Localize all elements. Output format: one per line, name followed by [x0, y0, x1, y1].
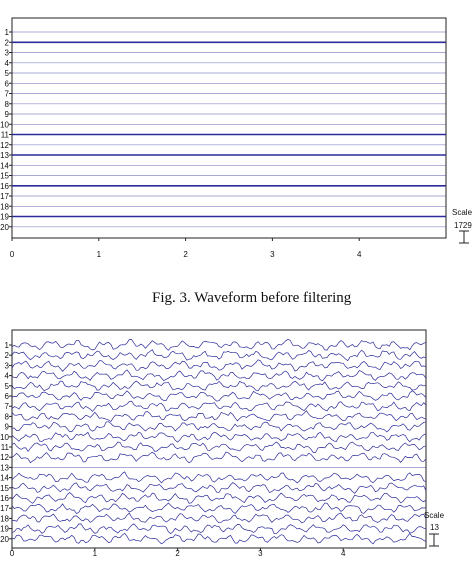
chart2-x-tick-label: 1 [93, 549, 98, 558]
chart2-x-tick-label: 4 [341, 549, 346, 558]
chart2-channel-label: 12 [0, 453, 9, 462]
chart2-channel-label: 3 [5, 361, 10, 370]
chart1-channel-label: 2 [5, 38, 10, 47]
chart2-channel-label: 9 [5, 423, 10, 432]
chart1-channel-label: 4 [5, 59, 10, 68]
chart1-scale-bar [459, 230, 469, 244]
chart1-x-ticks: 0 1 2 3 4 [10, 238, 362, 259]
chart1-channel-label: 11 [1, 131, 10, 140]
chart2-trace-15 [11, 482, 427, 494]
chart2-channel-label: 16 [0, 494, 9, 503]
chart1-channel-label: 20 [0, 223, 9, 232]
chart2-trace-14 [11, 471, 427, 484]
chart2-trace-20 [11, 532, 427, 545]
chart2-channel-label: 1 [5, 341, 10, 350]
chart2-trace-8 [11, 410, 427, 422]
chart2-frame [11, 329, 427, 549]
chart2-trace-18 [11, 512, 427, 524]
chart2-trace-6 [11, 390, 427, 402]
chart2-channel-label: 14 [0, 474, 9, 483]
chart2-channel-label: 7 [5, 402, 10, 411]
chart2-channel-label: 15 [0, 484, 9, 493]
chart2-trace-9 [12, 421, 427, 433]
chart2-channel-label: 8 [5, 412, 10, 421]
chart2-channel-label: 10 [0, 433, 9, 442]
chart1-scale-value: 1729 [454, 221, 472, 230]
chart1-channel-label: 13 [0, 151, 9, 160]
chart1-channel-label: 10 [0, 120, 9, 129]
chart1-x-tick-label: 3 [270, 250, 275, 259]
chart1-x-tick-label: 4 [357, 250, 362, 259]
chart2-x-tick-label: 3 [258, 549, 263, 558]
chart2-x-tick-label: 2 [175, 549, 180, 558]
chart1-channel-label: 7 [5, 90, 10, 99]
chart2-trace-4 [11, 369, 427, 382]
chart2-channel-label: 20 [0, 535, 9, 544]
chart2-channel-label: 17 [0, 504, 9, 513]
chart2-trace-1 [11, 338, 427, 351]
chart1-frame [11, 17, 447, 239]
chart2-channel-label: 4 [5, 372, 10, 381]
chart1-scale-label: Scale [452, 208, 473, 217]
chart1-channel-label: 1 [5, 28, 10, 37]
chart1-channel-label: 19 [0, 213, 9, 222]
chart2-scale-value: 13 [430, 523, 439, 532]
chart2-scale-bar [429, 533, 439, 547]
chart2-channel-label: 11 [1, 443, 10, 452]
chart1-channel-label: 16 [0, 182, 9, 191]
chart2-trace-3 [11, 359, 427, 372]
chart1-channel-label: 5 [5, 69, 10, 78]
chart1-channel-label: 12 [0, 141, 9, 150]
chart2-trace-7 [11, 400, 427, 412]
chart1-channel-label: 3 [5, 49, 10, 58]
chart1-traces [12, 31, 446, 228]
chart2-channel-label: 19 [0, 525, 9, 534]
chart2-trace-11 [11, 441, 427, 453]
chart1-x-tick-label: 2 [183, 250, 188, 259]
chart2-trace-19 [11, 523, 427, 535]
chart2-traces [11, 338, 427, 545]
chart2-channel-label: 18 [0, 514, 9, 523]
chart2-channel-label: 2 [5, 351, 10, 360]
chart2-trace-16 [11, 492, 427, 504]
chart2-trace-17 [11, 502, 427, 515]
chart1-channel-label: 17 [0, 192, 9, 201]
figure-caption: Fig. 3. Waveform before filtering [152, 290, 352, 306]
chart2-trace-2 [11, 349, 427, 362]
chart2-x-tick-label: 0 [10, 549, 15, 558]
chart1-channel-label: 18 [0, 202, 9, 211]
chart2-scale-label: Scale [424, 511, 445, 520]
chart2-trace-12 [11, 451, 427, 464]
chart1-channel-label: 8 [5, 100, 10, 109]
chart1-x-tick-label: 1 [97, 250, 102, 259]
chart1-channel-label: 15 [0, 172, 9, 181]
chart1-channel-label: 6 [5, 79, 10, 88]
chart2-channel-label: 6 [5, 392, 10, 401]
chart1-x-tick-label: 0 [10, 250, 15, 259]
chart1-channel-label: 9 [5, 110, 10, 119]
chart2-channel-label: 5 [5, 382, 10, 391]
chart2-x-ticks: 0 1 2 3 4 [10, 548, 346, 558]
chart2-trace-10 [11, 431, 427, 443]
chart2-channel-label: 13 [0, 463, 9, 472]
chart2-trace-5 [11, 380, 427, 392]
chart1-channel-label: 14 [0, 161, 9, 170]
